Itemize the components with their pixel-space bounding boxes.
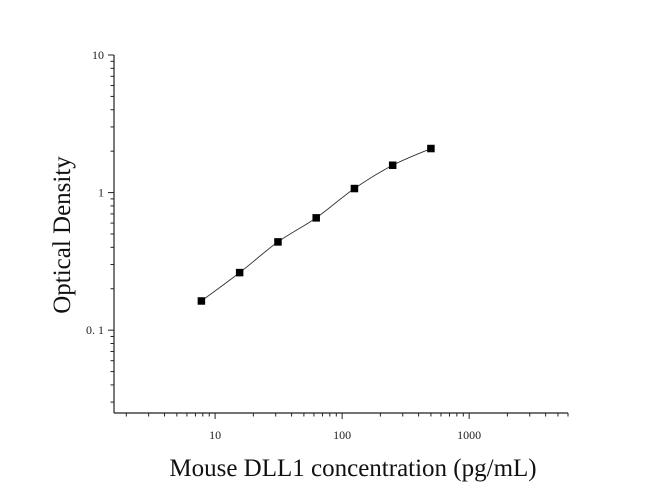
x-tick-label: 100 — [333, 428, 351, 442]
axes — [113, 55, 568, 414]
x-tick-label: 10 — [209, 428, 221, 442]
data-point — [274, 238, 282, 246]
x-ticks: 10 100 1000 — [125, 413, 569, 442]
data-point — [427, 144, 435, 153]
data-points — [197, 144, 435, 305]
y-tick-label: 0. 1 — [86, 323, 104, 337]
y-tick-label: 1 — [98, 186, 104, 200]
data-point — [197, 297, 206, 305]
y-tick-label: 10 — [92, 48, 104, 62]
x-axis-title: Mouse DLL1 concentration (pg/mL) — [169, 455, 536, 482]
x-tick-label: 1000 — [457, 428, 481, 442]
data-point — [350, 184, 359, 193]
y-axis-title: Optical Density — [49, 156, 76, 314]
fit-curve — [201, 148, 432, 302]
y-ticks: 0. 1 1 10 — [86, 48, 114, 403]
data-point — [312, 214, 320, 222]
data-point — [388, 161, 397, 170]
data-point — [235, 268, 244, 277]
